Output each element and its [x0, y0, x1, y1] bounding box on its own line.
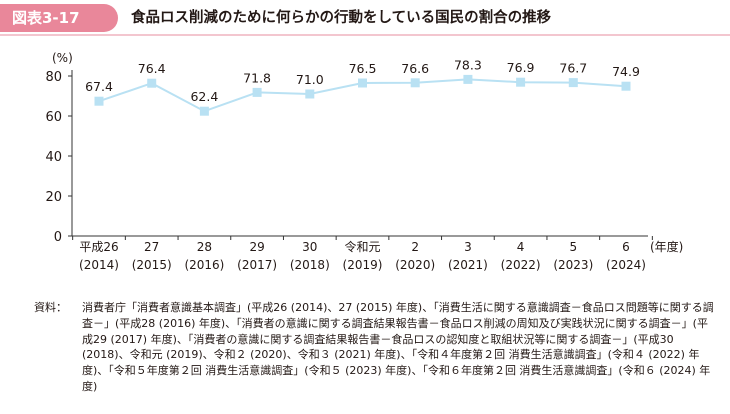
- header-rule: [0, 34, 730, 36]
- figure-label: 図表3-17: [0, 4, 118, 32]
- data-label: 78.3: [454, 57, 482, 72]
- data-point: [252, 87, 262, 97]
- x-tick-label: 平成26: [79, 240, 118, 254]
- x-tick-label-year: (2016): [184, 258, 224, 272]
- x-tick-label-year: (2021): [448, 258, 488, 272]
- x-tick-label: 6: [622, 240, 630, 254]
- y-tick-label: 80: [45, 70, 62, 85]
- data-point: [199, 106, 209, 116]
- data-label: 76.9: [507, 60, 535, 75]
- x-tick-label-year: (2020): [395, 258, 435, 272]
- x-tick-label: 令和元: [344, 239, 380, 254]
- data-label: 74.9: [612, 64, 640, 79]
- y-tick-label: 60: [45, 110, 62, 125]
- x-tick-label-year: (2024): [606, 258, 646, 272]
- source-key: 資料：: [34, 301, 67, 314]
- figure-header: 図表3-17 食品ロス削減のために何らかの行動をしている国民の割合の推移: [0, 0, 730, 36]
- y-tick-label: 20: [45, 190, 62, 205]
- x-axis-unit: (年度): [650, 239, 683, 254]
- x-tick-label-year: (2014): [79, 258, 119, 272]
- source-note: 資料： 消費者庁「消費者意識基本調査」(平成26 (2014)、27 (2015…: [34, 300, 714, 395]
- data-label: 67.4: [85, 79, 113, 94]
- x-tick-label-year: (2015): [132, 258, 172, 272]
- x-tick-label-year: (2018): [290, 258, 330, 272]
- x-tick-label: 5: [569, 240, 577, 254]
- x-tick-label: 30: [302, 240, 317, 254]
- data-point: [568, 78, 578, 88]
- y-axis-unit: (%): [52, 51, 73, 65]
- data-point: [410, 78, 420, 88]
- data-label: 76.4: [138, 61, 166, 76]
- x-tick-label-year: (2023): [553, 258, 593, 272]
- line-chart: (%) 0 20 40 60 80 平成26 27 28 29 30 令和元 2 3 4 5 6 (2014) (2…: [0, 40, 730, 285]
- data-label: 71.0: [296, 72, 324, 87]
- x-tick-label-year: (2017): [237, 258, 277, 272]
- y-tick-label: 40: [45, 150, 62, 165]
- data-point: [358, 78, 367, 88]
- x-tick-label-year: (2022): [501, 258, 541, 272]
- x-tick-label: 27: [144, 240, 159, 254]
- data-point: [305, 89, 315, 99]
- data-point: [94, 96, 104, 106]
- data-label: 71.8: [243, 70, 271, 85]
- data-label: 76.7: [559, 61, 587, 76]
- x-tick-label: 2: [411, 240, 419, 254]
- x-tick-label: 3: [464, 240, 472, 254]
- x-tick-label: 29: [249, 240, 264, 254]
- x-tick-label-year: (2019): [343, 258, 383, 272]
- y-tick-label: 0: [54, 230, 62, 245]
- data-point: [621, 81, 631, 91]
- x-tick-label: 4: [517, 240, 525, 254]
- chart-svg: (%) 0 20 40 60 80 平成26 27 28 29 30 令和元 2 3 4 5 6 (2014) (2…: [45, 51, 683, 272]
- x-tick-label: 28: [197, 240, 212, 254]
- data-point: [147, 78, 157, 88]
- source-text: 消費者庁「消費者意識基本調査」(平成26 (2014)、27 (2015) 年度…: [82, 301, 714, 393]
- data-label: 76.5: [349, 61, 377, 76]
- figure-title: 食品ロス削減のために何らかの行動をしている国民の割合の推移: [131, 10, 552, 26]
- data-label: 62.4: [190, 89, 218, 104]
- data-point: [463, 74, 473, 84]
- data-point: [516, 77, 526, 87]
- data-label: 76.6: [401, 61, 429, 76]
